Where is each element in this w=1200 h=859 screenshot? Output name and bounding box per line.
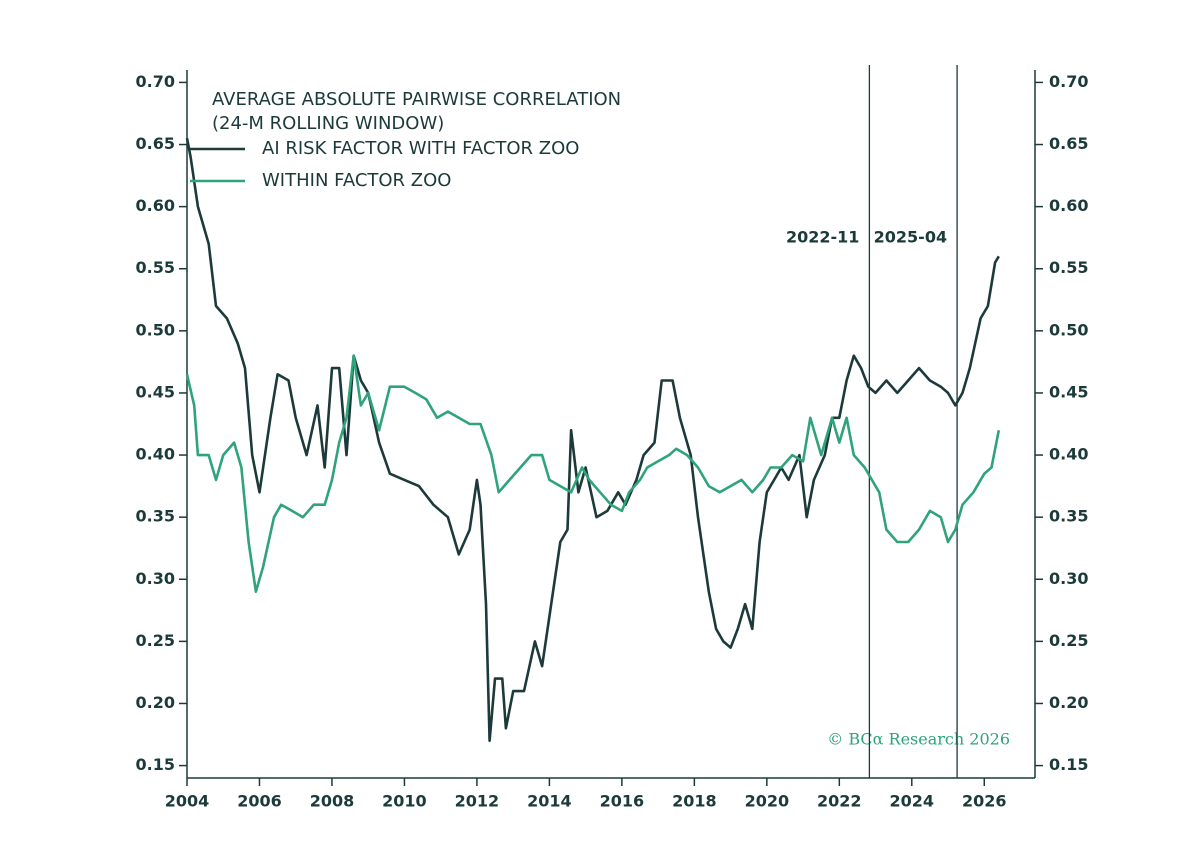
x-tick-label: 2010	[382, 792, 427, 811]
y-tick-label: 0.35	[136, 507, 175, 526]
y-tick-label: 0.30	[136, 569, 175, 588]
y-tick-label: 0.40	[136, 445, 175, 464]
x-tick-label: 2026	[962, 792, 1007, 811]
y-tick-label: 0.25	[136, 631, 175, 650]
series-line	[185, 138, 1000, 742]
x-tick-label: 2006	[237, 792, 282, 811]
y2-tick-label: 0.55	[1049, 258, 1088, 277]
y-tick-label: 0.45	[136, 382, 175, 401]
y-tick-label: 0.60	[136, 196, 175, 215]
legend-label: AI RISK FACTOR WITH FACTOR ZOO	[262, 138, 579, 159]
y2-tick-label: 0.35	[1049, 507, 1088, 526]
chart-subtitle: (24-M ROLLING WINDOW)	[212, 113, 444, 134]
y-tick-label: 0.20	[136, 693, 175, 712]
x-tick-label: 2022	[817, 792, 862, 811]
source-note: © BCα Research 2026	[827, 730, 1010, 749]
y2-tick-label: 0.40	[1049, 445, 1088, 464]
x-tick-label: 2014	[527, 792, 572, 811]
y2-tick-label: 0.45	[1049, 382, 1088, 401]
y-tick-label: 0.15	[136, 755, 175, 774]
y2-tick-label: 0.65	[1049, 134, 1088, 153]
x-tick-label: 2004	[165, 792, 210, 811]
x-tick-label: 2024	[890, 792, 935, 811]
x-tick-label: 2012	[455, 792, 500, 811]
y-tick-label: 0.65	[136, 134, 175, 153]
y-tick-label: 0.55	[136, 258, 175, 277]
y2-tick-label: 0.25	[1049, 631, 1088, 650]
y-tick-label: 0.50	[136, 320, 175, 339]
marker-label: 2022-11	[786, 228, 859, 247]
y2-tick-label: 0.20	[1049, 693, 1088, 712]
chart-title: AVERAGE ABSOLUTE PAIRWISE CORRELATION	[212, 89, 621, 110]
legend-label: WITHIN FACTOR ZOO	[262, 170, 451, 191]
x-tick-label: 2008	[310, 792, 355, 811]
x-tick-label: 2016	[600, 792, 645, 811]
y2-tick-label: 0.15	[1049, 755, 1088, 774]
marker-label: 2025-04	[874, 228, 947, 247]
x-tick-label: 2018	[672, 792, 717, 811]
y2-tick-label: 0.30	[1049, 569, 1088, 588]
y2-tick-label: 0.70	[1049, 72, 1088, 91]
y-tick-label: 0.70	[136, 72, 175, 91]
y2-tick-label: 0.60	[1049, 196, 1088, 215]
x-tick-label: 2020	[745, 792, 790, 811]
series-line	[185, 354, 1001, 593]
y2-tick-label: 0.50	[1049, 320, 1088, 339]
